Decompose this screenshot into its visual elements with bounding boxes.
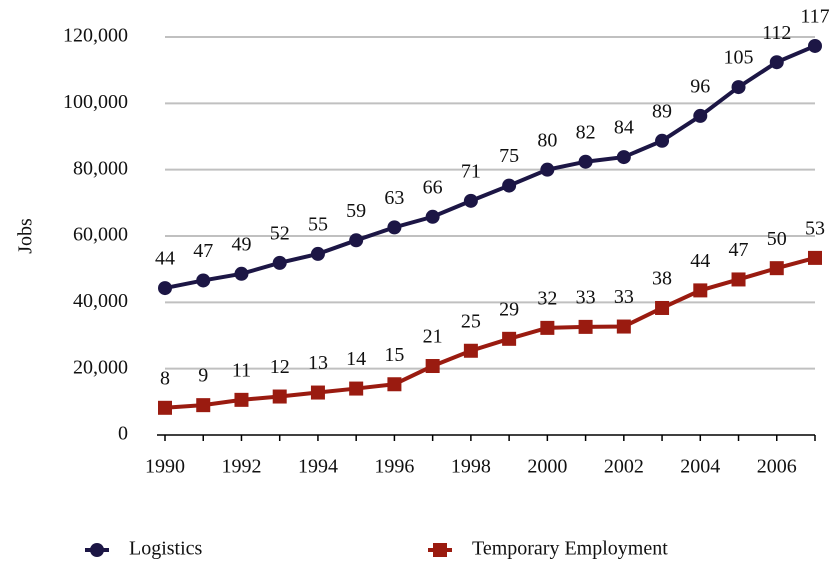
data-point (502, 331, 517, 346)
data-label: 105 (724, 47, 754, 69)
data-label: 53 (805, 217, 825, 239)
y-tick-label: 40,000 (73, 290, 128, 312)
data-label: 66 (423, 176, 443, 198)
data-label: 44 (690, 250, 710, 272)
data-point (731, 80, 746, 95)
data-label: 59 (346, 200, 366, 222)
data-point (808, 38, 822, 53)
data-point (349, 233, 364, 248)
data-point (425, 209, 440, 224)
data-point (425, 359, 440, 374)
data-point (578, 319, 593, 334)
data-label: 33 (614, 286, 634, 308)
data-point (808, 250, 822, 265)
x-tick-label: 1994 (298, 456, 338, 478)
x-tick-label: 2000 (527, 456, 567, 478)
data-point (196, 273, 211, 288)
y-tick-label: 0 (118, 423, 128, 445)
data-point (540, 320, 555, 335)
data-point (731, 272, 746, 287)
data-point (196, 398, 211, 413)
data-label: 9 (198, 365, 208, 387)
data-point (387, 220, 402, 235)
data-label: 33 (576, 286, 596, 308)
data-label: 21 (423, 326, 443, 348)
data-label: 71 (461, 160, 481, 182)
data-point (310, 385, 325, 400)
data-label: 50 (767, 228, 787, 250)
data-point (693, 108, 708, 123)
y-tick-label: 80,000 (73, 157, 128, 179)
data-label: 75 (499, 145, 519, 167)
data-point (234, 266, 249, 281)
y-tick-label: 120,000 (63, 25, 128, 47)
data-point (616, 319, 631, 334)
data-label: 25 (461, 310, 481, 332)
data-label: 14 (346, 348, 366, 370)
x-tick-label: 2002 (604, 456, 644, 478)
data-label: 63 (384, 187, 404, 209)
x-tick-label: 1990 (145, 456, 185, 478)
data-point (463, 343, 478, 358)
data-label: 32 (537, 287, 557, 309)
data-label: 117 (800, 6, 829, 28)
data-point (272, 255, 287, 270)
legend-label: Temporary Employment (472, 538, 668, 560)
data-point (387, 377, 402, 392)
data-point (655, 133, 670, 148)
data-point (769, 261, 784, 276)
data-label: 8 (160, 367, 170, 389)
data-label: 44 (155, 248, 175, 270)
data-point (655, 300, 670, 315)
data-point (234, 392, 249, 407)
data-label: 96 (690, 76, 710, 98)
data-label: 13 (308, 352, 328, 374)
x-tick-label: 1998 (451, 456, 491, 478)
data-label: 12 (270, 356, 290, 378)
x-tick-label: 1992 (221, 456, 261, 478)
data-label: 47 (729, 239, 749, 261)
data-label: 112 (762, 22, 791, 44)
data-label: 29 (499, 298, 519, 320)
data-point (310, 246, 325, 261)
data-point (578, 154, 593, 169)
data-label: 11 (232, 359, 251, 381)
legend-label: Logistics (129, 538, 203, 560)
data-label: 89 (652, 100, 672, 122)
series-line (164, 255, 816, 410)
x-tick-label: 2006 (757, 456, 797, 478)
legend-marker (433, 543, 447, 557)
series-line (164, 44, 816, 291)
data-label: 15 (384, 344, 404, 366)
legend-marker (90, 543, 104, 557)
data-point (272, 389, 287, 404)
x-tick-label: 1996 (374, 456, 414, 478)
y-axis-label: Jobs (15, 218, 37, 254)
data-point (349, 381, 364, 396)
x-tick-label: 2004 (680, 456, 720, 478)
y-tick-label: 100,000 (63, 91, 128, 113)
data-point (502, 178, 517, 193)
data-label: 55 (308, 214, 328, 236)
data-label: 52 (270, 222, 290, 244)
data-point (463, 193, 478, 208)
data-point (769, 55, 784, 70)
data-point (158, 400, 172, 415)
data-label: 47 (193, 240, 213, 262)
y-tick-label: 60,000 (73, 224, 128, 246)
data-label: 84 (614, 117, 634, 139)
data-point (540, 162, 555, 177)
data-label: 82 (576, 121, 596, 143)
data-label: 80 (537, 129, 557, 151)
data-point (158, 281, 172, 296)
data-label: 49 (231, 233, 251, 255)
data-point (693, 283, 708, 298)
data-point (616, 150, 631, 165)
y-tick-label: 20,000 (73, 356, 128, 378)
data-label: 38 (652, 268, 672, 290)
